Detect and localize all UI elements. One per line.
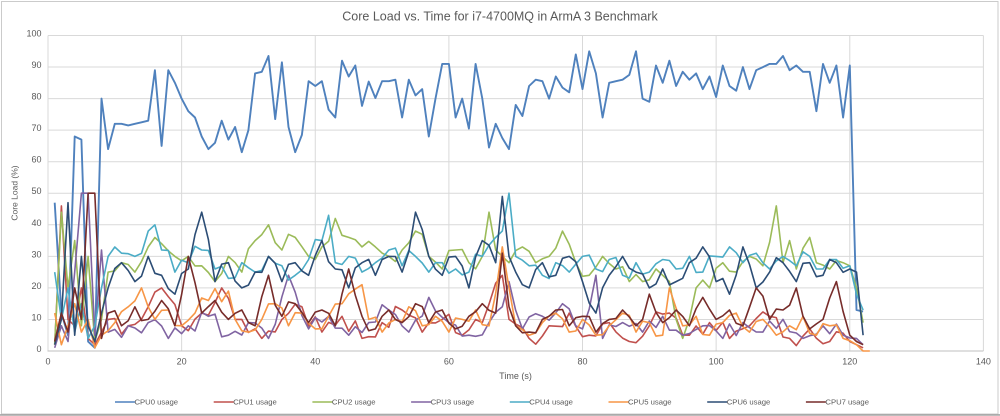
svg-text:CPU0 usage: CPU0 usage bbox=[135, 397, 179, 406]
svg-text:0: 0 bbox=[36, 344, 41, 354]
svg-text:80: 80 bbox=[577, 357, 587, 367]
svg-text:140: 140 bbox=[976, 357, 991, 367]
svg-text:10: 10 bbox=[31, 312, 41, 322]
svg-text:CPU7 usage: CPU7 usage bbox=[825, 397, 869, 406]
svg-text:CPU2 usage: CPU2 usage bbox=[332, 397, 376, 406]
svg-text:CPU6 usage: CPU6 usage bbox=[727, 397, 771, 406]
svg-text:20: 20 bbox=[31, 281, 41, 291]
svg-text:100: 100 bbox=[709, 357, 724, 367]
svg-text:120: 120 bbox=[842, 357, 857, 367]
svg-text:60: 60 bbox=[31, 155, 41, 165]
svg-text:0: 0 bbox=[45, 357, 50, 367]
svg-text:CPU5 usage: CPU5 usage bbox=[628, 397, 672, 406]
svg-text:20: 20 bbox=[177, 357, 187, 367]
svg-text:90: 90 bbox=[31, 60, 41, 70]
svg-text:50: 50 bbox=[31, 186, 41, 196]
svg-text:40: 40 bbox=[31, 218, 41, 228]
svg-text:CPU3 usage: CPU3 usage bbox=[431, 397, 475, 406]
svg-text:CPU4 usage: CPU4 usage bbox=[529, 397, 573, 406]
svg-text:30: 30 bbox=[31, 249, 41, 259]
svg-text:Core Load (%): Core Load (%) bbox=[10, 165, 20, 220]
svg-text:Core Load vs. Time for i7-4700: Core Load vs. Time for i7-4700MQ in ArmA… bbox=[342, 10, 658, 24]
svg-text:Time (s): Time (s) bbox=[499, 371, 532, 381]
svg-text:70: 70 bbox=[31, 123, 41, 133]
svg-text:100: 100 bbox=[26, 29, 41, 39]
svg-text:40: 40 bbox=[310, 357, 320, 367]
svg-text:80: 80 bbox=[31, 92, 41, 102]
svg-text:CPU1 usage: CPU1 usage bbox=[233, 397, 277, 406]
svg-text:60: 60 bbox=[444, 357, 454, 367]
